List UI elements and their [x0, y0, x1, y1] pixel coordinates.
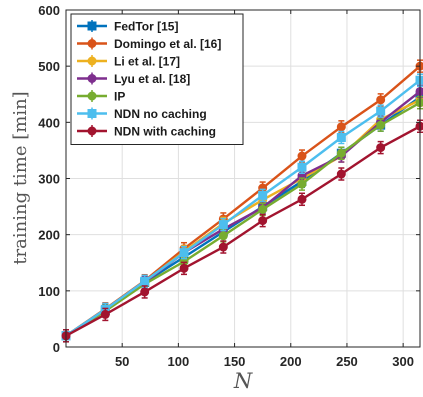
legend-entry-domingo-et-al-16: Domingo et al. [16] — [77, 37, 221, 51]
series-line — [65, 101, 421, 337]
x-tick-label: 150 — [224, 354, 246, 369]
series-line — [65, 79, 421, 337]
y-tick-label: 400 — [38, 115, 60, 130]
data-point — [140, 287, 150, 297]
y-tick-label: 600 — [38, 3, 60, 18]
legend-entry-ndn-no-caching: NDN no caching — [77, 107, 207, 121]
y-tick-label: 500 — [38, 59, 60, 74]
legend: FedTor [15] Domingo et al. [16] Li et al. … — [70, 13, 244, 145]
x-tick-label: 200 — [280, 354, 302, 369]
legend-label: FedTor [15] — [114, 20, 178, 34]
ticks: 50 100 150 200 250 300 0 100 200 300 400 500 600 — [38, 3, 420, 369]
x-tick-label: 250 — [336, 354, 358, 369]
data-point — [258, 216, 268, 226]
data-point — [100, 309, 110, 319]
data-point — [297, 179, 307, 189]
data-point — [336, 148, 346, 158]
data-point — [336, 122, 346, 132]
y-tick-label: 0 — [53, 340, 60, 355]
data-point — [258, 190, 268, 200]
data-point — [336, 132, 346, 142]
legend-entry-ip: IP — [77, 90, 125, 104]
legend-label: Domingo et al. [16] — [114, 37, 221, 51]
data-point — [87, 21, 97, 31]
x-tick-label: 300 — [392, 354, 414, 369]
data-point — [218, 242, 228, 252]
data-point — [258, 204, 268, 214]
data-point — [179, 263, 189, 273]
data-point — [218, 231, 228, 241]
legend-label: Lyu et al. [18] — [114, 72, 190, 86]
legend-entry-lyu-et-al-18: Lyu et al. [18] — [77, 72, 190, 86]
legend-label: NDN with caching — [114, 125, 216, 139]
data-point — [87, 39, 97, 48]
data-point — [297, 151, 307, 161]
series-line — [65, 125, 421, 337]
data-point — [218, 220, 228, 230]
data-point — [87, 56, 97, 66]
y-tick-label: 200 — [38, 228, 60, 243]
data-point — [87, 74, 97, 83]
legend-label: Li et al. [17] — [114, 55, 180, 69]
x-tick-label: 100 — [168, 354, 190, 369]
data-point — [87, 91, 97, 101]
data-point — [376, 120, 386, 130]
legend-label: NDN no caching — [114, 107, 207, 121]
legend-entry-fedtor-15: FedTor [15] — [77, 20, 178, 34]
data-point — [297, 162, 307, 172]
data-point — [376, 143, 386, 153]
data-point — [376, 106, 386, 116]
x-axis-label: N — [233, 369, 253, 393]
y-axis-label: training time [min] — [10, 91, 31, 264]
legend-entry-li-et-al-17: Li et al. [17] — [77, 55, 180, 69]
y-tick-label: 300 — [38, 172, 60, 187]
data-point — [179, 248, 189, 258]
data-point — [87, 126, 97, 136]
data-point — [87, 109, 97, 118]
data-point — [336, 169, 346, 179]
legend-entry-ndn-with-caching: NDN with caching — [77, 125, 216, 139]
legend-label: IP — [114, 90, 125, 104]
x-tick-label: 50 — [115, 354, 129, 369]
data-point — [140, 276, 150, 286]
y-tick-label: 100 — [38, 284, 60, 299]
data-point — [376, 95, 386, 105]
data-point — [297, 194, 307, 204]
